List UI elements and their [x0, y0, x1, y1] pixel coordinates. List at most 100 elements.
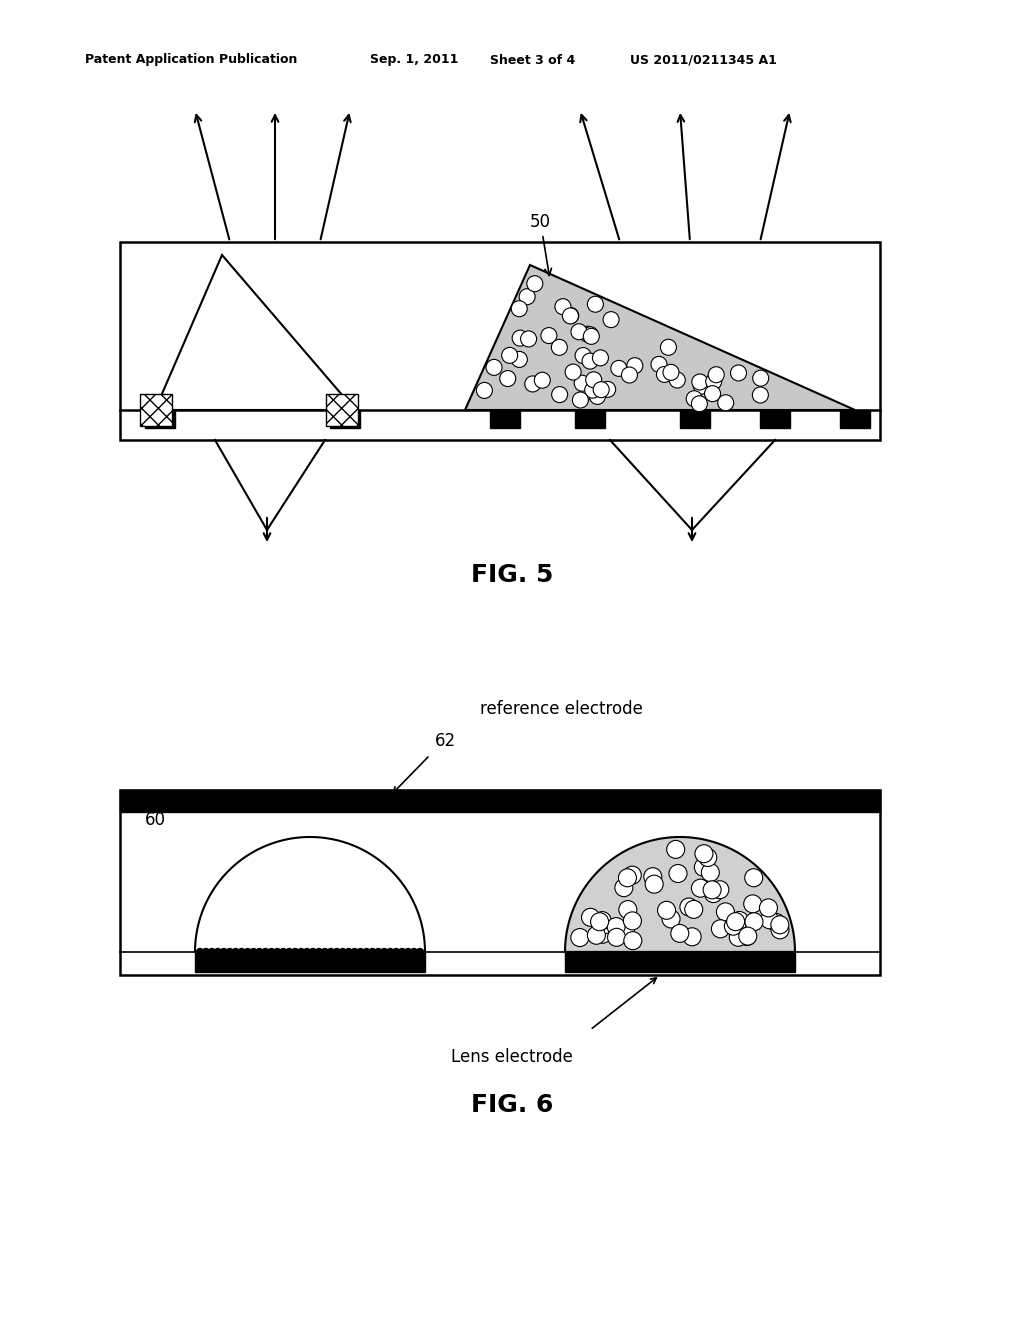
Circle shape: [565, 364, 582, 380]
Circle shape: [563, 308, 579, 323]
Circle shape: [256, 949, 263, 956]
Text: 50: 50: [530, 213, 552, 276]
Circle shape: [656, 367, 673, 383]
Circle shape: [607, 917, 625, 936]
Circle shape: [280, 949, 287, 956]
Circle shape: [624, 932, 642, 949]
Circle shape: [357, 949, 365, 956]
Circle shape: [738, 927, 757, 945]
Circle shape: [411, 949, 418, 956]
Circle shape: [616, 920, 635, 939]
Circle shape: [351, 949, 358, 956]
Circle shape: [268, 949, 274, 956]
Circle shape: [476, 383, 493, 399]
Polygon shape: [565, 837, 795, 952]
Circle shape: [705, 884, 723, 903]
Bar: [326, 393, 358, 426]
Circle shape: [511, 301, 527, 317]
Circle shape: [593, 381, 609, 397]
Circle shape: [607, 928, 626, 946]
Circle shape: [572, 392, 589, 408]
Circle shape: [197, 949, 204, 956]
Circle shape: [627, 358, 643, 374]
Circle shape: [375, 949, 382, 956]
Circle shape: [387, 949, 394, 956]
Circle shape: [209, 949, 215, 956]
Circle shape: [600, 381, 615, 397]
Bar: [120, 789, 880, 975]
Circle shape: [711, 880, 729, 899]
Circle shape: [712, 920, 729, 937]
Circle shape: [582, 354, 598, 370]
Circle shape: [345, 949, 352, 956]
Circle shape: [526, 276, 543, 292]
Circle shape: [683, 928, 701, 946]
Circle shape: [214, 949, 221, 956]
Circle shape: [339, 949, 346, 956]
Circle shape: [745, 913, 763, 931]
Circle shape: [670, 372, 685, 388]
Circle shape: [486, 359, 502, 375]
Circle shape: [500, 371, 516, 387]
Circle shape: [771, 921, 790, 939]
Circle shape: [582, 908, 599, 927]
Circle shape: [369, 949, 376, 956]
Circle shape: [667, 841, 685, 858]
Text: FIG. 5: FIG. 5: [471, 564, 553, 587]
Circle shape: [624, 912, 641, 929]
Circle shape: [593, 912, 611, 929]
Circle shape: [512, 330, 528, 346]
Circle shape: [622, 367, 638, 383]
Circle shape: [232, 949, 240, 956]
Circle shape: [657, 902, 676, 919]
Text: Sheet 3 of 4: Sheet 3 of 4: [490, 54, 575, 66]
Circle shape: [767, 913, 785, 932]
Circle shape: [603, 312, 620, 327]
Circle shape: [660, 339, 677, 355]
Circle shape: [417, 949, 424, 956]
Circle shape: [644, 867, 662, 886]
Circle shape: [724, 917, 742, 935]
Circle shape: [590, 388, 605, 404]
Text: 62: 62: [435, 733, 456, 750]
Circle shape: [551, 339, 567, 355]
Circle shape: [743, 895, 762, 913]
Circle shape: [244, 949, 251, 956]
Circle shape: [618, 900, 637, 919]
Polygon shape: [195, 837, 425, 952]
Bar: [490, 411, 520, 428]
Polygon shape: [465, 265, 855, 411]
Circle shape: [594, 925, 611, 944]
Circle shape: [541, 327, 557, 343]
Circle shape: [694, 858, 713, 876]
Circle shape: [717, 903, 734, 921]
Circle shape: [614, 879, 633, 896]
Circle shape: [309, 949, 316, 956]
Circle shape: [738, 928, 756, 945]
Circle shape: [771, 916, 788, 933]
Circle shape: [322, 949, 329, 956]
Circle shape: [692, 374, 708, 389]
Bar: [840, 411, 870, 428]
Bar: [120, 789, 880, 812]
Circle shape: [663, 909, 680, 928]
Circle shape: [203, 949, 210, 956]
Circle shape: [618, 869, 637, 887]
Circle shape: [686, 391, 702, 407]
Text: US 2011/0211345 A1: US 2011/0211345 A1: [630, 54, 777, 66]
Circle shape: [220, 949, 227, 956]
Circle shape: [583, 327, 598, 343]
Circle shape: [588, 296, 603, 313]
Bar: [140, 393, 172, 426]
Circle shape: [333, 949, 340, 956]
Circle shape: [393, 949, 399, 956]
Circle shape: [727, 912, 744, 931]
Circle shape: [555, 298, 571, 314]
Circle shape: [262, 949, 269, 956]
Circle shape: [586, 372, 602, 388]
Circle shape: [680, 898, 698, 916]
Text: reference electrode: reference electrode: [480, 700, 643, 718]
Circle shape: [250, 949, 257, 956]
Circle shape: [511, 351, 527, 367]
Circle shape: [524, 376, 541, 392]
